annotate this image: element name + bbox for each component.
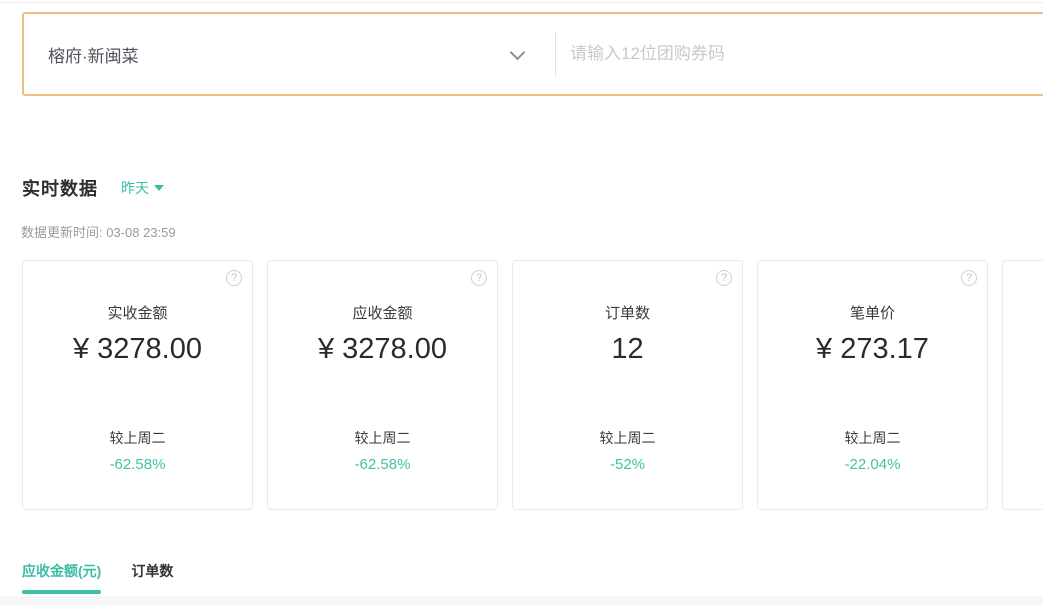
- metric-card-actual-received: ? 实收金额 ¥ 3278.00 较上周二 -62.58%: [22, 260, 253, 510]
- help-icon[interactable]: ?: [716, 270, 732, 286]
- shop-selector[interactable]: 榕府·新闽菜: [24, 14, 536, 94]
- caret-down-icon: [154, 185, 164, 191]
- tab-receivable-amount[interactable]: 应收金额(元): [22, 560, 102, 594]
- coupon-verify-bar: 榕府·新闽菜: [22, 12, 1043, 96]
- metric-change-value: -22.04%: [844, 456, 901, 473]
- chart-area-background: [0, 596, 1043, 605]
- metric-compare-label: 较上周二: [599, 430, 656, 446]
- date-range-dropdown[interactable]: 昨天: [121, 178, 164, 198]
- realtime-section-header: 实时数据 昨天: [22, 175, 164, 201]
- top-divider: [0, 2, 1043, 3]
- metric-card-clipped: [1002, 260, 1043, 510]
- metric-change-value: -62.58%: [109, 456, 166, 473]
- metric-card-order-count: ? 订单数 12 较上周二 -52%: [512, 260, 743, 510]
- metric-compare-label: 较上周二: [354, 430, 411, 446]
- help-icon[interactable]: ?: [961, 270, 977, 286]
- shop-selector-value: 榕府·新闽菜: [48, 46, 139, 66]
- help-icon[interactable]: ?: [226, 270, 242, 286]
- metric-change-value: -62.58%: [354, 456, 411, 473]
- metric-label: 应收金额: [352, 305, 413, 322]
- metric-cards-row: ? 实收金额 ¥ 3278.00 较上周二 -62.58% ? 应收金额 ¥ 3…: [22, 260, 1043, 510]
- page-title: 实时数据: [22, 179, 98, 199]
- data-update-time: 数据更新时间: 03-08 23:59: [21, 225, 176, 240]
- metric-label: 实收金额: [107, 305, 168, 322]
- metric-value: ¥ 3278.00: [317, 333, 447, 365]
- metric-label: 订单数: [604, 305, 650, 322]
- chart-tabs: 应收金额(元) 订单数: [22, 560, 174, 594]
- help-icon[interactable]: ?: [471, 270, 487, 286]
- metric-compare-label: 较上周二: [109, 430, 166, 446]
- input-divider: [555, 32, 556, 76]
- chevron-down-icon[interactable]: [512, 45, 524, 57]
- metric-value: 12: [611, 333, 644, 365]
- coupon-code-input[interactable]: [570, 24, 1043, 84]
- date-range-label: 昨天: [121, 180, 149, 196]
- metric-label: 笔单价: [849, 305, 895, 322]
- metric-compare-label: 较上周二: [844, 430, 901, 446]
- metric-card-avg-order-value: ? 笔单价 ¥ 273.17 较上周二 -22.04%: [757, 260, 988, 510]
- tab-order-count[interactable]: 订单数: [131, 563, 174, 579]
- metric-card-receivable: ? 应收金额 ¥ 3278.00 较上周二 -62.58%: [267, 260, 498, 510]
- metric-value: ¥ 3278.00: [72, 333, 202, 365]
- metric-value: ¥ 273.17: [816, 333, 929, 365]
- metric-change-value: -52%: [609, 456, 646, 473]
